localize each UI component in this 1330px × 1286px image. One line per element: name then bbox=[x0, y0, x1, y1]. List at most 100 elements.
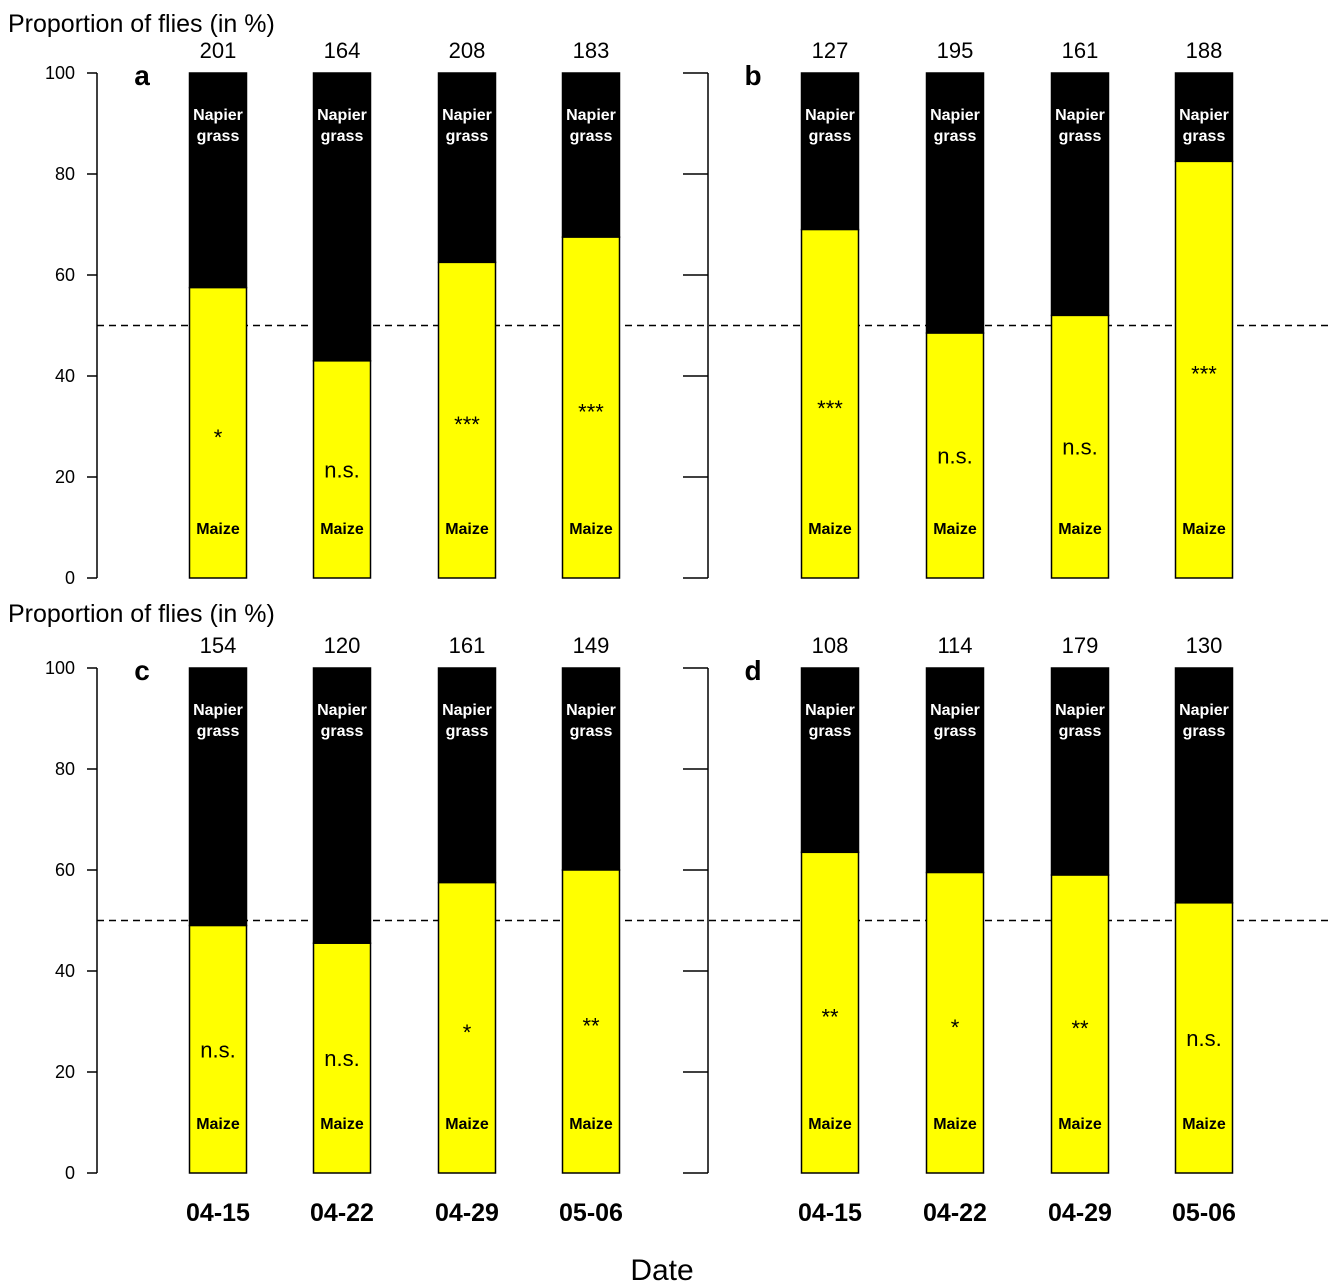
napier-label-line2: grass bbox=[197, 723, 240, 740]
napier-label-line1: Napier bbox=[442, 702, 492, 719]
panel-letter: d bbox=[744, 655, 761, 686]
maize-label: Maize bbox=[1058, 1116, 1102, 1133]
panel-letter: a bbox=[134, 60, 150, 91]
napier-label-line1: Napier bbox=[930, 107, 980, 124]
napier-label-line1: Napier bbox=[193, 702, 243, 719]
y-tick-label: 20 bbox=[55, 467, 75, 487]
napier-label-line1: Napier bbox=[805, 107, 855, 124]
sample-count: 188 bbox=[1186, 38, 1223, 63]
napier-label-line2: grass bbox=[934, 723, 977, 740]
significance-label: * bbox=[463, 1020, 472, 1045]
napier-grass-segment bbox=[437, 667, 497, 884]
maize-label: Maize bbox=[569, 521, 613, 538]
napier-label-line2: grass bbox=[570, 723, 613, 740]
napier-label-line1: Napier bbox=[566, 702, 616, 719]
panel-letter: b bbox=[744, 60, 761, 91]
napier-grass-segment bbox=[800, 667, 860, 854]
significance-label: n.s. bbox=[1062, 435, 1097, 460]
napier-label-line2: grass bbox=[809, 723, 852, 740]
maize-label: Maize bbox=[933, 1116, 977, 1133]
napier-label-line1: Napier bbox=[317, 702, 367, 719]
significance-label: ** bbox=[582, 1014, 600, 1039]
napier-grass-segment bbox=[925, 667, 985, 874]
y-tick-label: 60 bbox=[55, 265, 75, 285]
sample-count: 183 bbox=[573, 38, 610, 63]
napier-grass-segment bbox=[188, 72, 248, 289]
maize-segment bbox=[800, 851, 860, 1174]
maize-segment bbox=[312, 942, 372, 1174]
sample-count: 208 bbox=[449, 38, 486, 63]
y-tick-label: 80 bbox=[55, 164, 75, 184]
x-axis-title: Date bbox=[630, 1254, 693, 1286]
maize-label: Maize bbox=[445, 521, 489, 538]
y-tick-label: 100 bbox=[45, 63, 75, 83]
significance-label: * bbox=[214, 425, 223, 450]
sample-count: 149 bbox=[573, 633, 610, 658]
maize-segment bbox=[1050, 314, 1110, 579]
napier-label-line2: grass bbox=[1059, 128, 1102, 145]
y-tick-label: 40 bbox=[55, 366, 75, 386]
significance-label: n.s. bbox=[937, 444, 972, 469]
significance-label: ** bbox=[1071, 1016, 1089, 1041]
sample-count: 195 bbox=[937, 38, 974, 63]
x-tick-label: 04-29 bbox=[435, 1199, 499, 1227]
maize-segment bbox=[561, 236, 621, 579]
y-tick-label: 80 bbox=[55, 759, 75, 779]
maize-segment bbox=[925, 871, 985, 1174]
maize-segment bbox=[561, 869, 621, 1174]
maize-label: Maize bbox=[569, 1116, 613, 1133]
sample-count: 154 bbox=[200, 633, 237, 658]
napier-grass-segment bbox=[1174, 667, 1234, 904]
maize-label: Maize bbox=[320, 521, 364, 538]
napier-label-line1: Napier bbox=[1179, 107, 1229, 124]
y-tick-label: 40 bbox=[55, 961, 75, 981]
bars-layer bbox=[188, 72, 1234, 1174]
maize-label: Maize bbox=[320, 1116, 364, 1133]
napier-label-line1: Napier bbox=[566, 107, 616, 124]
maize-segment bbox=[800, 228, 860, 579]
x-tick-label: 04-29 bbox=[1048, 1199, 1112, 1227]
maize-label: Maize bbox=[808, 1116, 852, 1133]
maize-segment bbox=[437, 881, 497, 1174]
napier-label-line2: grass bbox=[570, 128, 613, 145]
napier-label-line2: grass bbox=[197, 128, 240, 145]
text-layer: 0 20 40 60 80 100 a 201 Napier grass Maize * 164 Napi… bbox=[8, 10, 1236, 1286]
y-tick-label: 0 bbox=[65, 1163, 75, 1183]
maize-label: Maize bbox=[808, 521, 852, 538]
significance-label: *** bbox=[817, 396, 843, 421]
napier-grass-segment bbox=[561, 72, 621, 238]
napier-label-line2: grass bbox=[446, 723, 489, 740]
maize-segment bbox=[188, 924, 248, 1174]
napier-label-line2: grass bbox=[1183, 128, 1226, 145]
maize-label: Maize bbox=[1182, 1116, 1226, 1133]
sample-count: 164 bbox=[324, 38, 361, 63]
napier-label-line1: Napier bbox=[193, 107, 243, 124]
napier-grass-segment bbox=[312, 72, 372, 362]
sample-count: 108 bbox=[812, 633, 849, 658]
y-axis-title: Proportion of flies (in %) bbox=[8, 600, 275, 628]
napier-label-line1: Napier bbox=[1055, 702, 1105, 719]
sample-count: 179 bbox=[1062, 633, 1099, 658]
x-tick-label: 05-06 bbox=[1172, 1199, 1236, 1227]
x-tick-label: 05-06 bbox=[559, 1199, 623, 1227]
napier-label-line2: grass bbox=[1183, 723, 1226, 740]
maize-segment bbox=[188, 286, 248, 579]
napier-grass-segment bbox=[561, 667, 621, 871]
y-axis-title: Proportion of flies (in %) bbox=[8, 10, 275, 38]
significance-label: ** bbox=[821, 1005, 839, 1030]
napier-grass-segment bbox=[1050, 72, 1110, 317]
x-tick-label: 04-22 bbox=[923, 1199, 987, 1227]
napier-label-line2: grass bbox=[321, 128, 364, 145]
significance-label: n.s. bbox=[200, 1037, 235, 1062]
maize-segment bbox=[1174, 160, 1234, 579]
napier-grass-segment bbox=[1174, 72, 1234, 163]
sample-count: 201 bbox=[200, 38, 237, 63]
significance-label: n.s. bbox=[324, 1046, 359, 1071]
maize-segment bbox=[1174, 902, 1234, 1174]
significance-label: n.s. bbox=[1186, 1026, 1221, 1051]
maize-label: Maize bbox=[196, 521, 240, 538]
sample-count: 161 bbox=[449, 633, 486, 658]
maize-label: Maize bbox=[445, 1116, 489, 1133]
napier-grass-segment bbox=[1050, 667, 1110, 876]
